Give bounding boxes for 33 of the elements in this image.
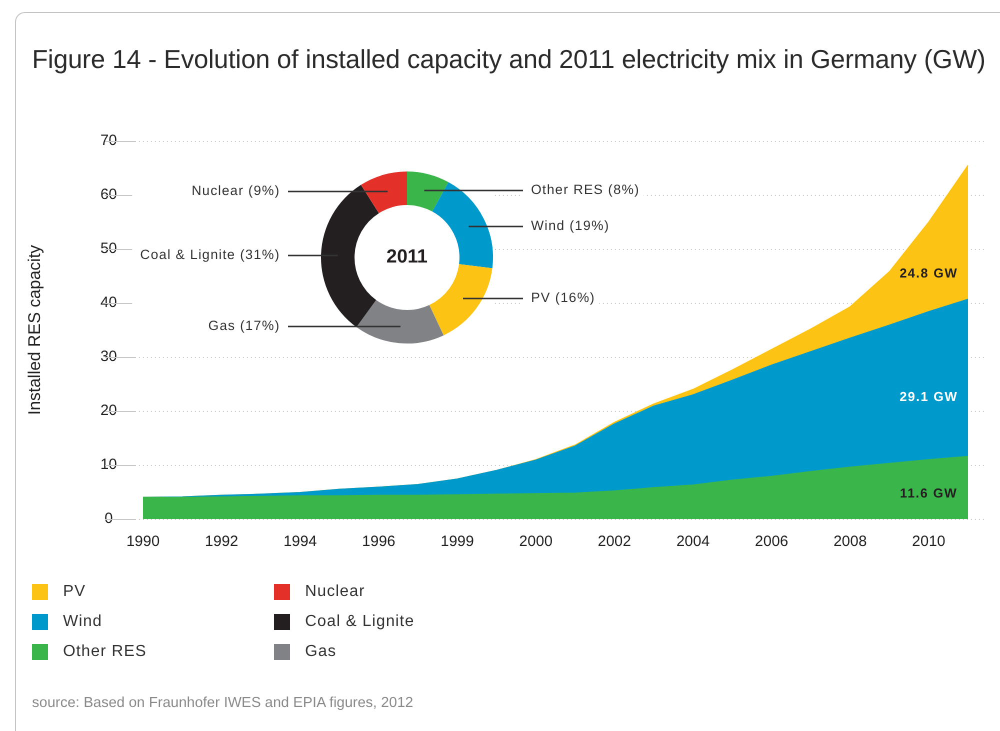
x-tick-label: 2000 bbox=[519, 533, 553, 550]
x-tick-label: 2006 bbox=[754, 533, 788, 550]
x-tick-label: 1990 bbox=[126, 533, 160, 550]
source-note: source: Based on Fraunhofer IWES and EPIA figures, 2012 bbox=[32, 695, 414, 711]
legend-label: PV bbox=[63, 583, 86, 601]
legend-label: Coal & Lignite bbox=[305, 613, 414, 631]
x-tick-label: 2008 bbox=[833, 533, 867, 550]
y-tick-label: 70 bbox=[100, 132, 117, 150]
legend-label: Nuclear bbox=[305, 583, 366, 601]
x-tick-label: 2010 bbox=[912, 533, 946, 550]
category-label: Coal & Lignite (31%) bbox=[140, 247, 280, 262]
category-label: Gas (17%) bbox=[208, 318, 280, 334]
annotation: 29.1 GW bbox=[900, 389, 958, 404]
legend-label: Wind bbox=[63, 613, 102, 631]
x-tick-label: 1999 bbox=[440, 533, 474, 550]
chart-title: Figure 14 - Evolution of installed capacity and 2011 electricity mix in Germany (GW) bbox=[32, 44, 986, 75]
x-tick-label: 1996 bbox=[362, 533, 396, 550]
y-axis-title: Installed RES capacity bbox=[24, 244, 44, 416]
slice-label: PV (16%) bbox=[531, 290, 596, 306]
x-tick-label: 2004 bbox=[676, 533, 710, 550]
annotation: 11.6 GW bbox=[900, 486, 958, 501]
y-tick-label: 10 bbox=[100, 456, 117, 474]
legend-label: Gas bbox=[305, 643, 336, 661]
x-tick-label: 1992 bbox=[204, 533, 238, 550]
category-label: Nuclear (9%) bbox=[192, 183, 280, 198]
x-tick-label: 1994 bbox=[283, 533, 317, 550]
slice-label: Other RES (8%) bbox=[531, 182, 640, 198]
annotation: 24.8 GW bbox=[900, 266, 958, 281]
slice-label: Wind (19%) bbox=[531, 218, 610, 234]
x-tick-label: 2002 bbox=[598, 533, 632, 550]
y-tick-label: 20 bbox=[100, 402, 117, 420]
text: 2011 bbox=[386, 246, 428, 268]
legend-label: Other RES bbox=[63, 643, 147, 661]
